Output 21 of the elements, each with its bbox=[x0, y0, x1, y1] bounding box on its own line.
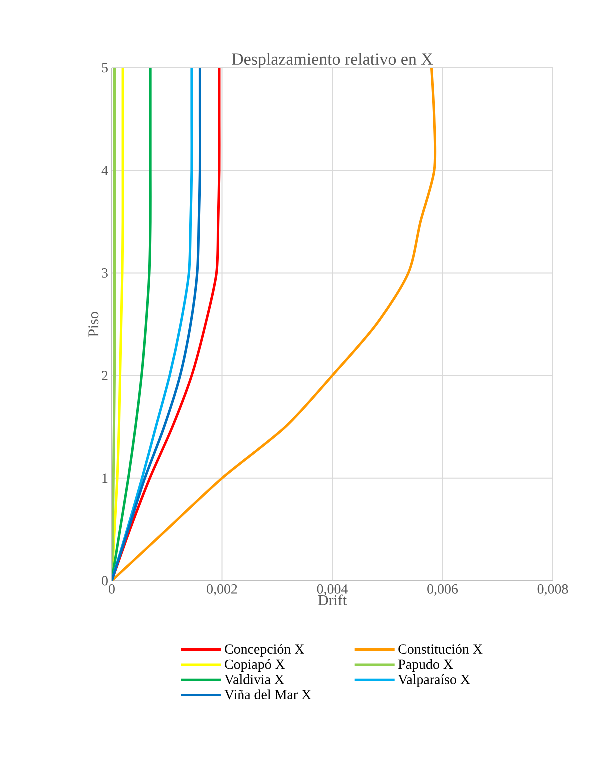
y-tick-label: 5 bbox=[102, 63, 108, 73]
y-tick-label: 2 bbox=[102, 371, 108, 380]
x-axis-title: Drift bbox=[318, 594, 347, 606]
legend-label: Papudo X bbox=[398, 659, 454, 672]
y-tick-label: 0 bbox=[102, 576, 108, 586]
x-tick-label: 0,004 bbox=[317, 584, 348, 596]
y-tick-label: 1 bbox=[102, 474, 108, 483]
y-axis-title: Piso bbox=[88, 312, 99, 337]
legend-label: Viña del Mar X bbox=[224, 690, 312, 700]
legend-label: Concepción X bbox=[225, 644, 304, 657]
legend-label: Constitución X bbox=[398, 644, 483, 654]
legend-label: Valparaíso X bbox=[398, 674, 470, 688]
x-tick-label: 0 bbox=[109, 584, 115, 594]
y-tick-label: 4 bbox=[102, 166, 108, 176]
y-tick-label: 3 bbox=[102, 268, 108, 278]
legend-label: Copiapó X bbox=[225, 659, 286, 672]
x-tick-label: 0,008 bbox=[538, 584, 568, 596]
chart-title: Desplazamiento relativo en X bbox=[232, 53, 434, 68]
legend-label: Valdivia X bbox=[224, 674, 284, 684]
x-tick-label: 0,006 bbox=[428, 584, 458, 596]
x-tick-label: 0,002 bbox=[207, 584, 238, 596]
